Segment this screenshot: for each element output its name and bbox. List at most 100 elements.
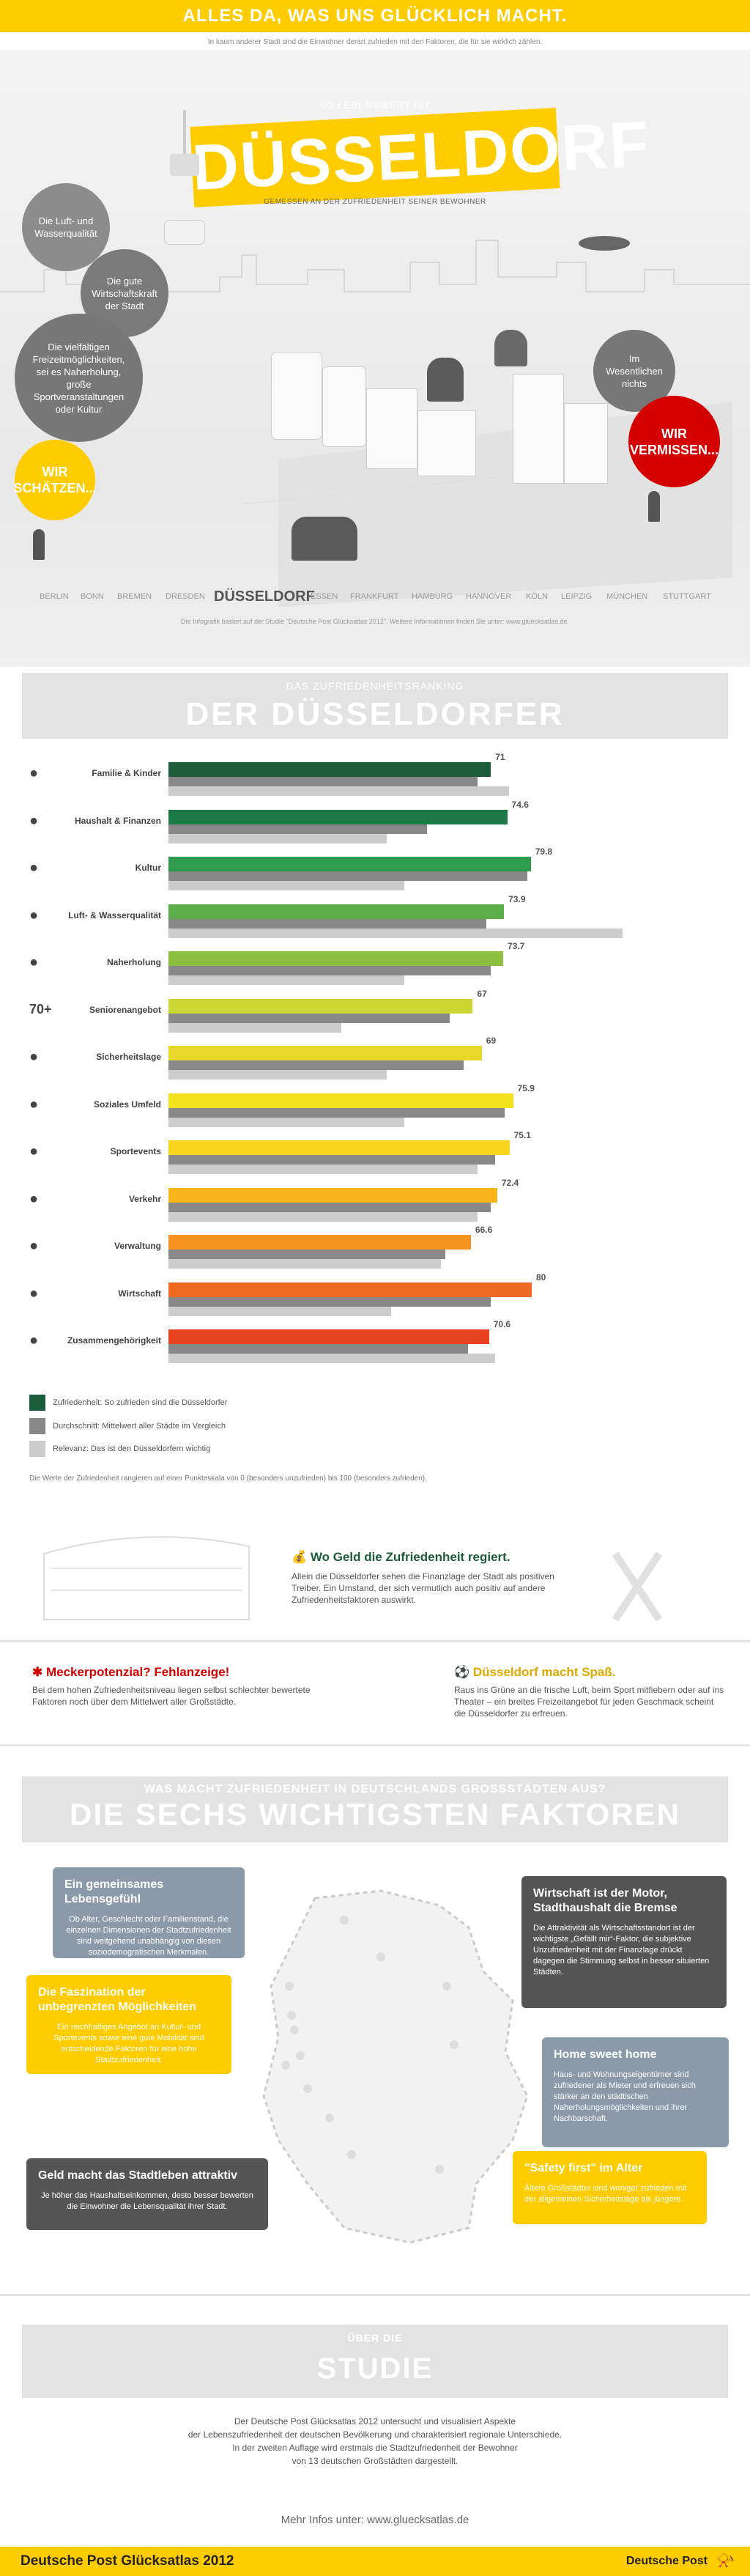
bubble-wirtschaft-text: Die gute Wirtschaftskraft der Stadt bbox=[92, 275, 157, 311]
factor-box-5: Home sweet home Haus- und Wohnungseigent… bbox=[542, 2037, 729, 2147]
bar-zufriedenheit bbox=[168, 1235, 471, 1250]
tv-tower-top bbox=[170, 154, 199, 176]
bar-zufriedenheit bbox=[168, 1093, 513, 1108]
factors-header bbox=[22, 1776, 728, 1842]
bar-durchschnitt bbox=[168, 1155, 496, 1165]
bar-durchschnitt bbox=[168, 1202, 491, 1212]
ranking-title: DER DÜSSELDORFER bbox=[185, 696, 565, 732]
category-label: Sportevents bbox=[110, 1146, 161, 1156]
factor-title: "Safety first" im Alter bbox=[524, 2162, 643, 2174]
category-icon: ● bbox=[29, 1285, 39, 1302]
divider bbox=[0, 1744, 750, 1746]
mecker-title: ✱ Meckerpotenzial? Fehlanzeige! bbox=[32, 1665, 229, 1680]
category-label: Haushalt & Finanzen bbox=[74, 815, 161, 826]
bar-zufriedenheit bbox=[168, 1329, 489, 1344]
bar-zufriedenheit bbox=[168, 809, 508, 824]
city-link[interactable]: STUTTGART bbox=[663, 592, 711, 601]
studie-header bbox=[22, 2325, 728, 2398]
building bbox=[513, 374, 564, 484]
factors-title: DIE SECHS WICHTIGSTEN FAKTOREN bbox=[70, 1797, 680, 1831]
bar-relevanz bbox=[168, 1117, 405, 1127]
factor-box-6: "Safety first" im Alter Ältere Großstädt… bbox=[513, 2151, 707, 2224]
factor-title: Die Faszination der unbegrenzten Möglich… bbox=[38, 1986, 197, 2013]
building bbox=[417, 410, 476, 476]
factor-title: Home sweet home bbox=[554, 2048, 657, 2061]
bar-durchschnitt bbox=[168, 1344, 469, 1354]
category-icon: 70+ bbox=[29, 1001, 52, 1016]
city-link[interactable]: FRANKFURT bbox=[350, 592, 399, 601]
hero-note: Die Infografik basiert auf der Studie "D… bbox=[180, 618, 569, 625]
category-label: Seniorenangebot bbox=[89, 1004, 161, 1015]
bubble-vermissen-text: WIR VERMISSEN... bbox=[630, 426, 719, 457]
studie-title: STUDIE bbox=[316, 2352, 434, 2385]
person-icon bbox=[33, 529, 45, 560]
category-label: Verwaltung bbox=[114, 1241, 161, 1251]
category-label: Zusammengehörigkeit bbox=[67, 1335, 161, 1346]
divider bbox=[0, 1640, 750, 1642]
header-title: ALLES DA, WAS UNS GLÜCKLICH MACHT. bbox=[182, 6, 568, 26]
city-link[interactable]: KÖLN bbox=[526, 592, 548, 601]
city-link[interactable]: BONN bbox=[81, 592, 104, 601]
value-label: 79.8 bbox=[535, 846, 553, 857]
value-label: 71 bbox=[495, 752, 505, 762]
factor-text: Ob Alter, Geschlecht oder Familienstand,… bbox=[66, 1915, 231, 1957]
category-icon: ● bbox=[29, 765, 39, 781]
bubble-luft-text: Die Luft- und Wasserqualität bbox=[34, 215, 97, 239]
city-link[interactable]: HAMBURG bbox=[412, 592, 453, 601]
bubble-vermissen: WIR VERMISSEN... bbox=[628, 396, 720, 487]
factor-box-4: Wirtschaft ist der Motor, Stadthaushalt … bbox=[521, 1876, 727, 2008]
category-icon: ● bbox=[29, 1096, 39, 1112]
legend-zufriedenheit: Zufriedenheit: So zufrieden sind die Düs… bbox=[53, 1398, 228, 1407]
divider bbox=[0, 2294, 750, 2296]
factor-title: Geld macht das Stadtleben attraktiv bbox=[38, 2169, 238, 2182]
footer-title: Deutsche Post Glücksatlas 2012 bbox=[21, 2553, 234, 2569]
city-link[interactable]: LEIPZIG bbox=[561, 592, 593, 601]
value-label: 80 bbox=[536, 1272, 546, 1283]
blimp bbox=[579, 236, 630, 251]
factor-text: Ein reichhaltiges Angebot an Kultur- und… bbox=[53, 2023, 204, 2064]
bar-durchschnitt bbox=[168, 1107, 505, 1118]
category-label: Naherholung bbox=[107, 957, 161, 967]
studie-line: In der zweiten Auflage wird erstmals die… bbox=[232, 2443, 518, 2453]
factor-box-2: Die Faszination der unbegrenzten Möglich… bbox=[26, 1975, 231, 2074]
bubble-freizeit: Die vielfältigen Freizeitmöglichkeiten, … bbox=[15, 314, 143, 442]
person-icon bbox=[648, 491, 660, 522]
bar-relevanz bbox=[168, 928, 623, 938]
value-label: 67 bbox=[477, 988, 487, 999]
ball-icon: ⚽ bbox=[454, 1665, 473, 1679]
bubble-nichts-text: Im Wesentlichen nichts bbox=[606, 353, 663, 389]
city-link[interactable]: MÜNCHEN bbox=[606, 592, 648, 601]
category-icon: ● bbox=[29, 812, 39, 829]
building bbox=[271, 352, 322, 440]
bar-durchschnitt bbox=[168, 966, 491, 975]
value-label: 70.6 bbox=[493, 1319, 511, 1329]
bar-relevanz bbox=[168, 1022, 341, 1033]
bar-durchschnitt bbox=[168, 918, 486, 929]
category-icon: ● bbox=[29, 1238, 39, 1254]
more-info-link[interactable]: Mehr Infos unter: www.gluecksatlas.de bbox=[281, 2514, 469, 2526]
city-link[interactable]: BERLIN bbox=[40, 592, 69, 601]
family-people-icon bbox=[292, 517, 357, 561]
city-link[interactable]: DRESDEN bbox=[166, 592, 205, 601]
factors-subtitle: WAS MACHT ZUFRIEDENHEIT IN DEUTSCHLANDS … bbox=[144, 1783, 606, 1796]
category-label: Sicherheitslage bbox=[96, 1052, 161, 1062]
city-link-active[interactable]: DÜSSELDORF bbox=[214, 588, 315, 605]
bar-relevanz bbox=[168, 1165, 478, 1174]
factor-text: Je höher das Haushaltseinkommen, desto b… bbox=[41, 2191, 253, 2211]
city-link[interactable]: BREMEN bbox=[117, 592, 152, 601]
couple-people-icon bbox=[427, 358, 464, 402]
value-label: 75.1 bbox=[513, 1130, 531, 1140]
ranking-footnote: Die Werte der Zufriedenheit rangieren au… bbox=[29, 1475, 427, 1483]
category-label: Wirtschaft bbox=[118, 1288, 161, 1299]
landmark-outline bbox=[43, 1536, 663, 1622]
city-link[interactable]: HANNOVER bbox=[466, 592, 512, 601]
building bbox=[366, 388, 417, 469]
factor-title: Ein gemeinsames Lebensgefühl bbox=[64, 1878, 164, 1905]
bar-zufriedenheit bbox=[168, 998, 473, 1014]
value-label: 72.4 bbox=[501, 1177, 519, 1188]
category-icon: ● bbox=[29, 1143, 39, 1159]
city-link[interactable]: ESSEN bbox=[311, 592, 338, 601]
studie-line: von 13 deutschen Großstädten dargestellt… bbox=[292, 2456, 458, 2466]
factor-text: Die Attraktivität als Wirtschaftsstandor… bbox=[533, 1924, 710, 1977]
factor-box-3: Geld macht das Stadtleben attraktiv Je h… bbox=[26, 2158, 268, 2230]
